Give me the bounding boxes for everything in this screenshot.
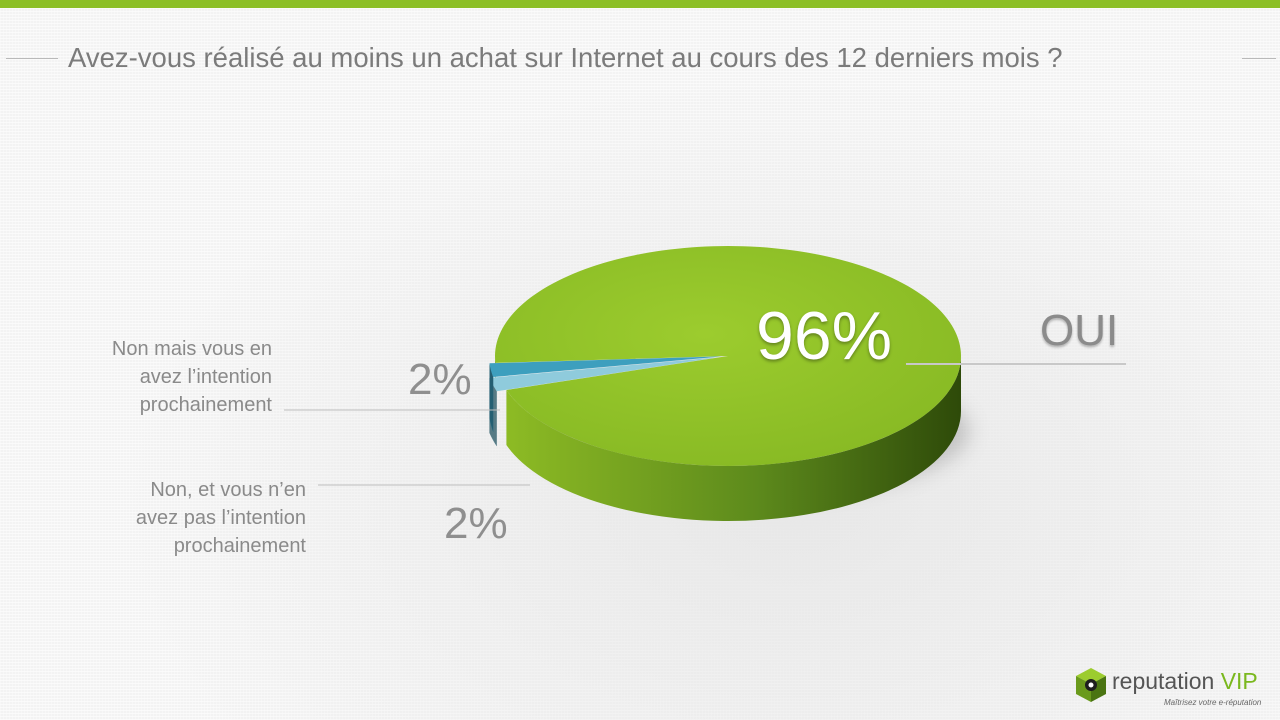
slice-label-line: prochainement	[173, 535, 306, 557]
cube-logo-icon	[1076, 668, 1106, 702]
slice-label-non-intention: Non mais vous en avez l’intention procha…	[30, 335, 272, 419]
pie-slice-non-pas-intention-top	[489, 356, 723, 377]
logo-name-accent: VIP	[1220, 668, 1258, 694]
pie-slice-oui	[495, 245, 961, 521]
brand-logo: reputation VIP Maîtrisez votre e-réputat…	[1072, 664, 1272, 712]
logo-name-main: reputation	[1112, 668, 1221, 694]
title-row: Avez-vous réalisé au moins un achat sur …	[0, 38, 1280, 78]
logo-name: reputation VIP	[1112, 668, 1258, 695]
pie-slice-oui-top	[495, 245, 961, 466]
slice-label-non-pas-intention: Non, et vous n’en avez pas l’intention p…	[60, 476, 306, 560]
pie-slice-non-intention-top	[489, 357, 719, 392]
pie-slice-non-pas-intention-edge	[489, 363, 494, 432]
logo-tagline: Maîtrisez votre e-réputation	[1164, 698, 1262, 707]
slice-label-line: Non mais vous en	[111, 338, 272, 360]
value-label-non-pas-intention: 2%	[444, 499, 508, 548]
pie-slice-non-pas-intention	[489, 356, 723, 432]
value-label-oui: 96%	[756, 298, 893, 374]
pie-slice-oui-side	[506, 356, 961, 521]
top-accent-bar	[0, 0, 1280, 8]
slice-label-line: avez l’intention	[139, 366, 272, 388]
slice-label-line: prochainement	[139, 394, 272, 416]
value-label-non-intention: 2%	[408, 355, 472, 404]
chart-title: Avez-vous réalisé au moins un achat sur …	[68, 42, 1063, 73]
slice-label-oui: OUI	[1040, 306, 1119, 355]
slice-label-line: avez pas l’intention	[135, 507, 306, 529]
title-rule-right	[1242, 58, 1276, 59]
slice-label-line: Non, et vous n’en	[150, 479, 306, 501]
title-rule-left	[6, 58, 58, 59]
